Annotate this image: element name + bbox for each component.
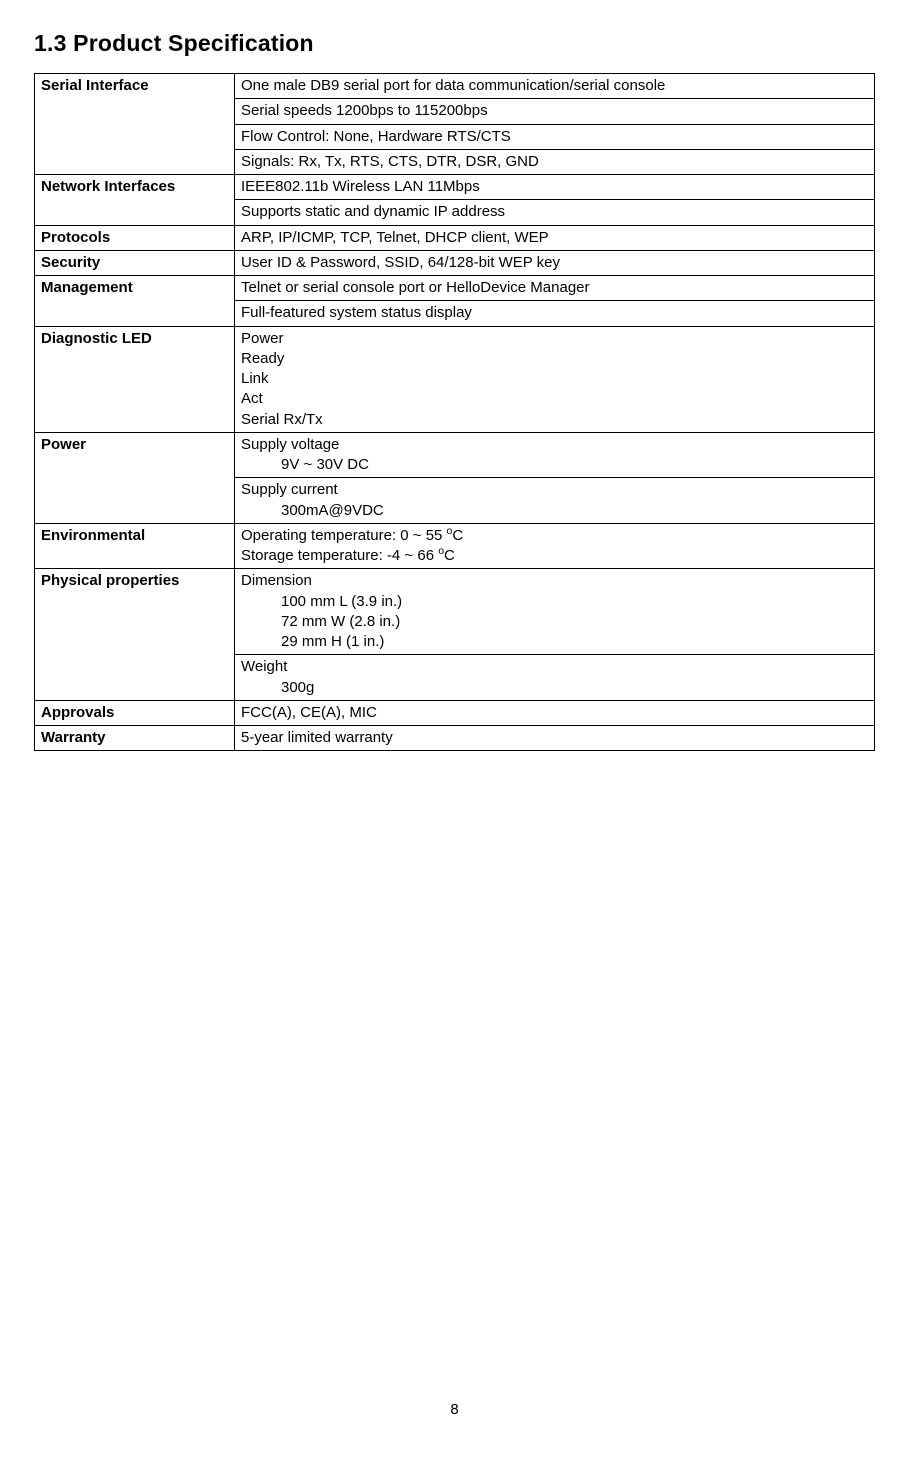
- value-cell: Signals: Rx, Tx, RTS, CTS, DTR, DSR, GND: [235, 149, 875, 174]
- value-cell: Full-featured system status display: [235, 301, 875, 326]
- table-row: Warranty 5-year limited warranty: [35, 726, 875, 751]
- label-serial-interface: Serial Interface: [35, 74, 235, 175]
- specification-table: Serial Interface One male DB9 serial por…: [34, 73, 875, 751]
- table-row: Environmental Operating temperature: 0 ~…: [35, 523, 875, 569]
- env-storage: Storage temperature: -4 ~ 66: [241, 547, 438, 564]
- table-row: Physical properties Dimension 100 mm L (…: [35, 569, 875, 655]
- value-cell: Supply current 300mA@9VDC: [235, 478, 875, 524]
- led-item: Act: [241, 390, 263, 407]
- degree-c: C: [444, 547, 455, 564]
- label-diagnostic-led: Diagnostic LED: [35, 326, 235, 432]
- table-row: Serial Interface One male DB9 serial por…: [35, 74, 875, 99]
- section-heading: 1.3 Product Specification: [34, 30, 875, 57]
- power-voltage-label: Supply voltage: [241, 436, 339, 453]
- led-item: Link: [241, 370, 269, 387]
- label-network-interfaces: Network Interfaces: [35, 175, 235, 226]
- value-cell: ARP, IP/ICMP, TCP, Telnet, DHCP client, …: [235, 225, 875, 250]
- label-protocols: Protocols: [35, 225, 235, 250]
- label-management: Management: [35, 276, 235, 327]
- dimension-width: 72 mm W (2.8 in.): [241, 612, 400, 632]
- value-cell: 5-year limited warranty: [235, 726, 875, 751]
- dimension-label: Dimension: [241, 572, 312, 589]
- label-power: Power: [35, 432, 235, 523]
- weight-value: 300g: [241, 678, 314, 698]
- table-row: Protocols ARP, IP/ICMP, TCP, Telnet, DHC…: [35, 225, 875, 250]
- value-cell: User ID & Password, SSID, 64/128-bit WEP…: [235, 250, 875, 275]
- value-cell: Telnet or serial console port or HelloDe…: [235, 276, 875, 301]
- degree-c: C: [452, 527, 463, 544]
- value-cell: Supply voltage 9V ~ 30V DC: [235, 432, 875, 478]
- label-physical-properties: Physical properties: [35, 569, 235, 701]
- value-cell: Dimension 100 mm L (3.9 in.) 72 mm W (2.…: [235, 569, 875, 655]
- dimension-height: 29 mm H (1 in.): [241, 632, 384, 652]
- label-security: Security: [35, 250, 235, 275]
- dimension-length: 100 mm L (3.9 in.): [241, 592, 402, 612]
- env-operating: Operating temperature: 0 ~ 55: [241, 527, 447, 544]
- power-current-value: 300mA@9VDC: [241, 501, 384, 521]
- weight-label: Weight: [241, 658, 287, 675]
- label-warranty: Warranty: [35, 726, 235, 751]
- value-cell: One male DB9 serial port for data commun…: [235, 74, 875, 99]
- led-item: Ready: [241, 350, 284, 367]
- power-current-label: Supply current: [241, 481, 338, 498]
- value-cell: FCC(A), CE(A), MIC: [235, 700, 875, 725]
- table-row: Security User ID & Password, SSID, 64/12…: [35, 250, 875, 275]
- label-approvals: Approvals: [35, 700, 235, 725]
- value-cell: Serial speeds 1200bps to 115200bps: [235, 99, 875, 124]
- table-row: Diagnostic LED Power Ready Link Act Seri…: [35, 326, 875, 432]
- led-item: Serial Rx/Tx: [241, 411, 323, 428]
- led-item: Power: [241, 330, 284, 347]
- power-voltage-value: 9V ~ 30V DC: [241, 455, 369, 475]
- value-cell: Operating temperature: 0 ~ 55 oC Storage…: [235, 523, 875, 569]
- table-row: Network Interfaces IEEE802.11b Wireless …: [35, 175, 875, 200]
- table-row: Power Supply voltage 9V ~ 30V DC: [35, 432, 875, 478]
- table-row: Approvals FCC(A), CE(A), MIC: [35, 700, 875, 725]
- page-number: 8: [34, 1401, 875, 1418]
- value-cell: Weight 300g: [235, 655, 875, 701]
- value-cell: Supports static and dynamic IP address: [235, 200, 875, 225]
- value-cell: Power Ready Link Act Serial Rx/Tx: [235, 326, 875, 432]
- value-cell: Flow Control: None, Hardware RTS/CTS: [235, 124, 875, 149]
- value-cell: IEEE802.11b Wireless LAN 11Mbps: [235, 175, 875, 200]
- label-environmental: Environmental: [35, 523, 235, 569]
- table-row: Management Telnet or serial console port…: [35, 276, 875, 301]
